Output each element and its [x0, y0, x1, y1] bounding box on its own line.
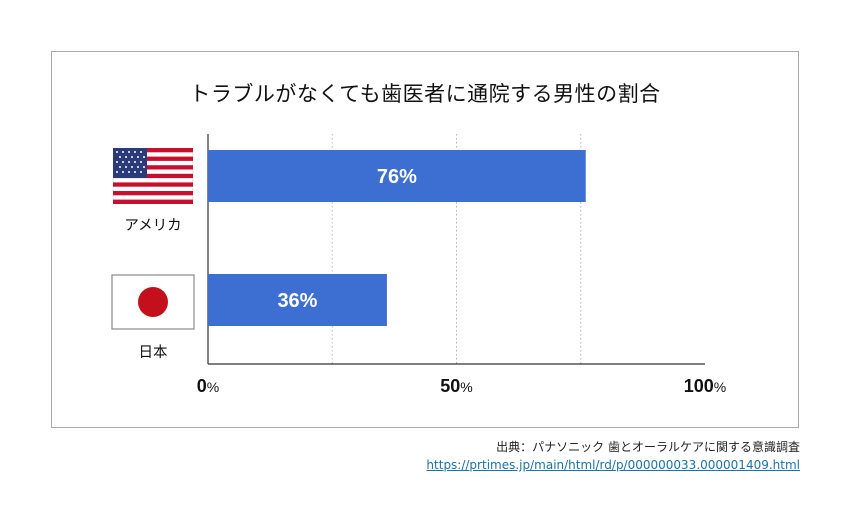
x-tick-label: 50%: [440, 376, 472, 396]
data-label: 36%: [277, 290, 317, 312]
category-label-usa: アメリカ: [124, 218, 182, 234]
us-flag-icon: [113, 148, 193, 204]
source-link[interactable]: https://prtimes.jp/main/html/rd/p/000000…: [426, 458, 800, 472]
category-label-japan: 日本: [138, 345, 168, 361]
source-text: 出典：パナソニック 歯とオーラルケアに関する意識調査: [496, 440, 800, 454]
chart-title: トラブルがなくても歯医者に通院する男性の割合: [189, 82, 661, 106]
chart-frame: [51, 51, 799, 428]
data-label: 76%: [377, 166, 417, 188]
bar: [208, 150, 586, 202]
x-tick-label: 0%: [197, 376, 219, 396]
japan-flag-icon: [111, 274, 195, 330]
source-note: 出典：パナソニック 歯とオーラルケアに関する意識調査 https://prtim…: [426, 438, 800, 474]
bar: [208, 274, 387, 326]
x-tick-label: 100%: [684, 376, 727, 396]
